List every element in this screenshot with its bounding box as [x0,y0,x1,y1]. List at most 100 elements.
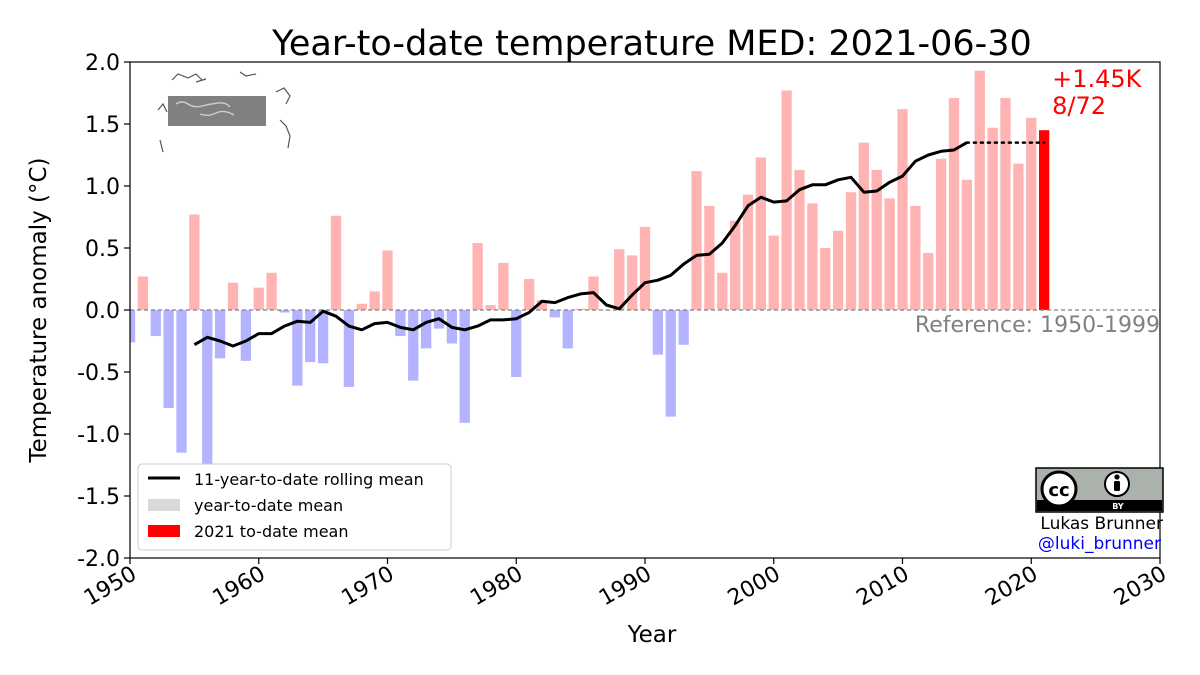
x-tick-label: 2020 [981,562,1042,612]
bar-1982 [536,300,548,310]
y-tick-label: 1.0 [85,175,120,200]
bar-2013 [935,158,947,310]
x-tick-label: 1960 [209,562,270,612]
rolling-mean-line [193,141,968,348]
bar-1998 [742,194,754,310]
chart-title: Year-to-date temperature MED: 2021-06-30 [271,24,1032,64]
bar-1968 [356,303,367,310]
cc-by-license-badge: cc BY [1035,467,1164,513]
bar-1950 [130,310,136,343]
x-tick-label: 2000 [724,562,785,612]
bar-1984 [562,310,573,349]
y-tick-label: 0.5 [85,237,120,262]
bar-2018 [1000,97,1011,311]
bar-1952 [150,310,161,337]
bar-2019 [1013,163,1024,310]
svg-text:BY: BY [1112,502,1124,511]
x-axis-label: Year [627,622,677,648]
bar-1957 [214,310,226,359]
x-tick-label: 2030 [1110,562,1171,612]
bar-2004 [820,248,831,310]
y-axis-label: Temperature anomaly (°C) [26,157,52,463]
bar-2015 [961,179,973,310]
x-axis-ticks: 1950 1960 1970 1980 1990 2000 2010 2020 2030 [80,558,1171,611]
bar-1962 [279,310,290,313]
highlight-rank-label: 8/72 [1052,92,1106,120]
bar-2010 [897,109,908,311]
bar-1971 [395,310,406,337]
y-tick-label: 0.0 [85,299,120,324]
bar-2008 [871,169,882,310]
bar-1979 [498,262,509,310]
bar-1970 [382,250,393,310]
bar-1951 [137,276,149,310]
bar-2014 [948,97,960,311]
bar-1969 [369,291,380,310]
y-tick-label: -1.0 [77,423,120,448]
legend-swatch-year-to-date [148,499,180,511]
bar-2016 [974,70,985,311]
highlight-value-label: +1.45K [1052,65,1143,93]
svg-text:cc: cc [1048,480,1069,501]
x-tick-label: 1990 [595,562,656,612]
bar-2002 [794,169,805,310]
bars-layer [130,70,1050,465]
y-tick-label: -0.5 [77,361,120,386]
bar-1976 [459,310,470,423]
bar-2007 [858,142,870,310]
y-tick-label: -2.0 [77,547,120,572]
bar-1953 [163,310,174,408]
cc-icon [1040,470,1078,508]
bar-1997 [729,220,741,310]
y-axis-ticks: -2.0 -1.5 -1.0 -0.5 0.0 0.5 1.0 1.5 2.0 [77,51,130,572]
bar-1993 [678,310,689,345]
bar-1966 [330,215,342,310]
bar-1972 [408,310,419,381]
bar-1954 [176,310,187,453]
bar-2003 [807,203,818,310]
bar-1995 [704,205,715,310]
legend-swatch-current-year [148,525,180,537]
bar-1992 [665,310,676,417]
bar-1958 [227,282,239,310]
bar-highlight-2021 [1038,130,1050,310]
bar-1990 [639,226,651,310]
x-tick-label: 1980 [466,562,527,612]
x-tick-label: 1970 [338,562,399,612]
reference-label: Reference: 1950-1999 [915,313,1160,338]
bar-1994 [691,171,702,310]
author-handle-link[interactable]: @luki_brunner [1038,534,1161,554]
bar-1980 [511,310,522,377]
bar-1963 [292,310,303,386]
bar-1985 [575,308,586,310]
bar-1964 [305,310,316,363]
y-tick-label: 2.0 [85,51,120,76]
legend-label-rolling-mean: 11-year-to-date rolling mean [194,470,424,489]
legend-label-current-year: 2021 to-date mean [194,522,348,541]
bar-1996 [717,272,728,310]
bar-1961 [266,272,277,310]
author-name: Lukas Brunner [1040,514,1163,534]
bar-1977 [472,243,483,310]
bar-1978 [485,305,496,310]
x-tick-label: 2010 [853,562,914,612]
bar-1989 [626,255,638,310]
bar-1981 [523,279,535,310]
bar-1960 [253,287,264,310]
bar-1991 [652,310,664,355]
bar-2011 [910,205,921,310]
bar-1959 [240,310,252,361]
bar-2000 [768,235,779,310]
bar-1956 [202,310,213,465]
bar-1983 [549,310,561,318]
y-tick-label: -1.5 [77,485,120,510]
bar-1988 [614,249,625,310]
bar-2009 [884,198,895,310]
bar-2012 [923,252,934,310]
bar-1967 [343,310,355,387]
bar-1973 [420,310,432,349]
bar-1965 [317,310,329,364]
bar-2006 [845,192,857,310]
bar-2020 [1026,117,1037,310]
